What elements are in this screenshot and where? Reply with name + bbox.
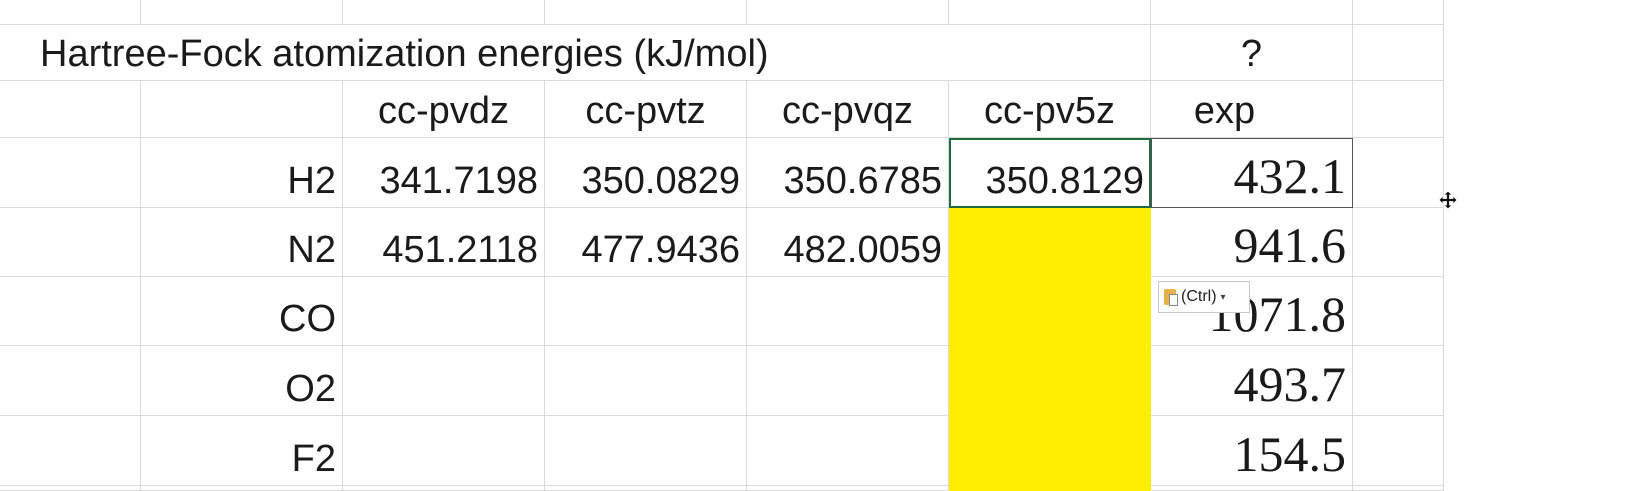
- selected-cell[interactable]: 350.8129: [949, 138, 1151, 208]
- cell[interactable]: [0, 0, 141, 25]
- cell[interactable]: [141, 0, 343, 25]
- paste-options-button[interactable]: (Ctrl) ▾: [1158, 281, 1250, 313]
- value-cell[interactable]: [343, 346, 545, 416]
- value-cell[interactable]: [545, 416, 747, 486]
- value: 941.6: [1233, 217, 1347, 273]
- value-cell[interactable]: 350.0829: [545, 138, 747, 208]
- value-cell[interactable]: [545, 277, 747, 346]
- value-cell[interactable]: [545, 346, 747, 416]
- value: 341.7198: [379, 160, 539, 202]
- value-cell[interactable]: 341.7198: [343, 138, 545, 208]
- clipboard-icon: [1163, 287, 1179, 307]
- cell[interactable]: [0, 416, 141, 486]
- sheet-title: Hartree-Fock atomization energies (kJ/mo…: [40, 33, 769, 75]
- header-label: cc-pvtz: [585, 90, 706, 132]
- highlighted-cell[interactable]: [949, 208, 1151, 277]
- value-cell[interactable]: 482.0059: [747, 208, 949, 277]
- cell[interactable]: [0, 138, 141, 208]
- value-cell[interactable]: [747, 277, 949, 346]
- row-label-o2[interactable]: O2: [141, 346, 343, 416]
- row-label: F2: [291, 438, 336, 480]
- header-cc-pvqz[interactable]: cc-pvqz: [747, 81, 949, 138]
- value-cell[interactable]: 477.9436: [545, 208, 747, 277]
- cell[interactable]: [1151, 0, 1353, 25]
- cell[interactable]: [0, 81, 141, 138]
- exp-value-cell[interactable]: 432.1: [1151, 138, 1353, 208]
- highlighted-cell[interactable]: [949, 277, 1151, 346]
- header-label: cc-pv5z: [984, 90, 1115, 132]
- cell[interactable]: [747, 0, 949, 25]
- cell[interactable]: [1353, 0, 1444, 25]
- cell[interactable]: [545, 0, 747, 25]
- value-cell[interactable]: [747, 346, 949, 416]
- value: 482.0059: [783, 229, 943, 271]
- highlighted-cell[interactable]: [949, 346, 1151, 416]
- exp-value-cell[interactable]: 941.6: [1151, 208, 1353, 277]
- row-label-f2[interactable]: F2: [141, 416, 343, 486]
- row-label-co[interactable]: CO: [141, 277, 343, 346]
- value-cell[interactable]: 350.6785: [747, 138, 949, 208]
- cell[interactable]: [1353, 208, 1444, 277]
- sheet-title-cell[interactable]: Hartree-Fock atomization energies (kJ/mo…: [0, 25, 949, 81]
- header-cc-pv5z[interactable]: cc-pv5z: [949, 81, 1151, 138]
- row-label-h2[interactable]: H2: [141, 138, 343, 208]
- cell[interactable]: [1353, 416, 1444, 486]
- value: 350.0829: [581, 160, 741, 202]
- header-cc-pvdz[interactable]: cc-pvdz: [343, 81, 545, 138]
- question-mark: ?: [1240, 33, 1263, 75]
- header-label: cc-pvdz: [378, 90, 509, 132]
- question-mark-cell[interactable]: ?: [1151, 25, 1353, 81]
- cell[interactable]: [1353, 81, 1444, 138]
- cell[interactable]: [1353, 277, 1444, 346]
- exp-value-cell[interactable]: 493.7: [1151, 346, 1353, 416]
- header-exp[interactable]: exp: [1151, 81, 1353, 138]
- row-label: CO: [279, 298, 336, 340]
- value: 432.1: [1233, 148, 1347, 204]
- move-cursor-icon: [1438, 190, 1458, 210]
- cell[interactable]: [949, 0, 1151, 25]
- highlighted-cell[interactable]: [949, 416, 1151, 486]
- cell[interactable]: [343, 0, 545, 25]
- value-cell[interactable]: 451.2118: [343, 208, 545, 277]
- chevron-down-icon: ▾: [1220, 291, 1226, 303]
- cell[interactable]: [141, 81, 343, 138]
- value-cell[interactable]: [747, 416, 949, 486]
- value-cell[interactable]: [343, 277, 545, 346]
- cell[interactable]: [1353, 138, 1444, 208]
- value: 154.5: [1233, 426, 1347, 482]
- value: 451.2118: [382, 229, 538, 271]
- value: 493.7: [1233, 356, 1347, 412]
- cell[interactable]: [1353, 25, 1444, 81]
- header-label: cc-pvqz: [782, 90, 913, 132]
- cell[interactable]: [1353, 346, 1444, 416]
- header-label: exp: [1193, 90, 1256, 132]
- row-label: N2: [287, 229, 336, 271]
- cell[interactable]: [949, 25, 1151, 81]
- value: 477.9436: [581, 229, 741, 271]
- value-cell[interactable]: [343, 416, 545, 486]
- exp-value-cell[interactable]: 154.5: [1151, 416, 1353, 486]
- cell[interactable]: [0, 277, 141, 346]
- paste-options-label: (Ctrl): [1181, 288, 1217, 305]
- row-label: H2: [287, 160, 336, 202]
- row-label: O2: [285, 368, 336, 410]
- cell[interactable]: [0, 346, 141, 416]
- value: 350.8129: [985, 160, 1145, 202]
- cell[interactable]: [0, 208, 141, 277]
- value: 350.6785: [783, 160, 943, 202]
- row-label-n2[interactable]: N2: [141, 208, 343, 277]
- header-cc-pvtz[interactable]: cc-pvtz: [545, 81, 747, 138]
